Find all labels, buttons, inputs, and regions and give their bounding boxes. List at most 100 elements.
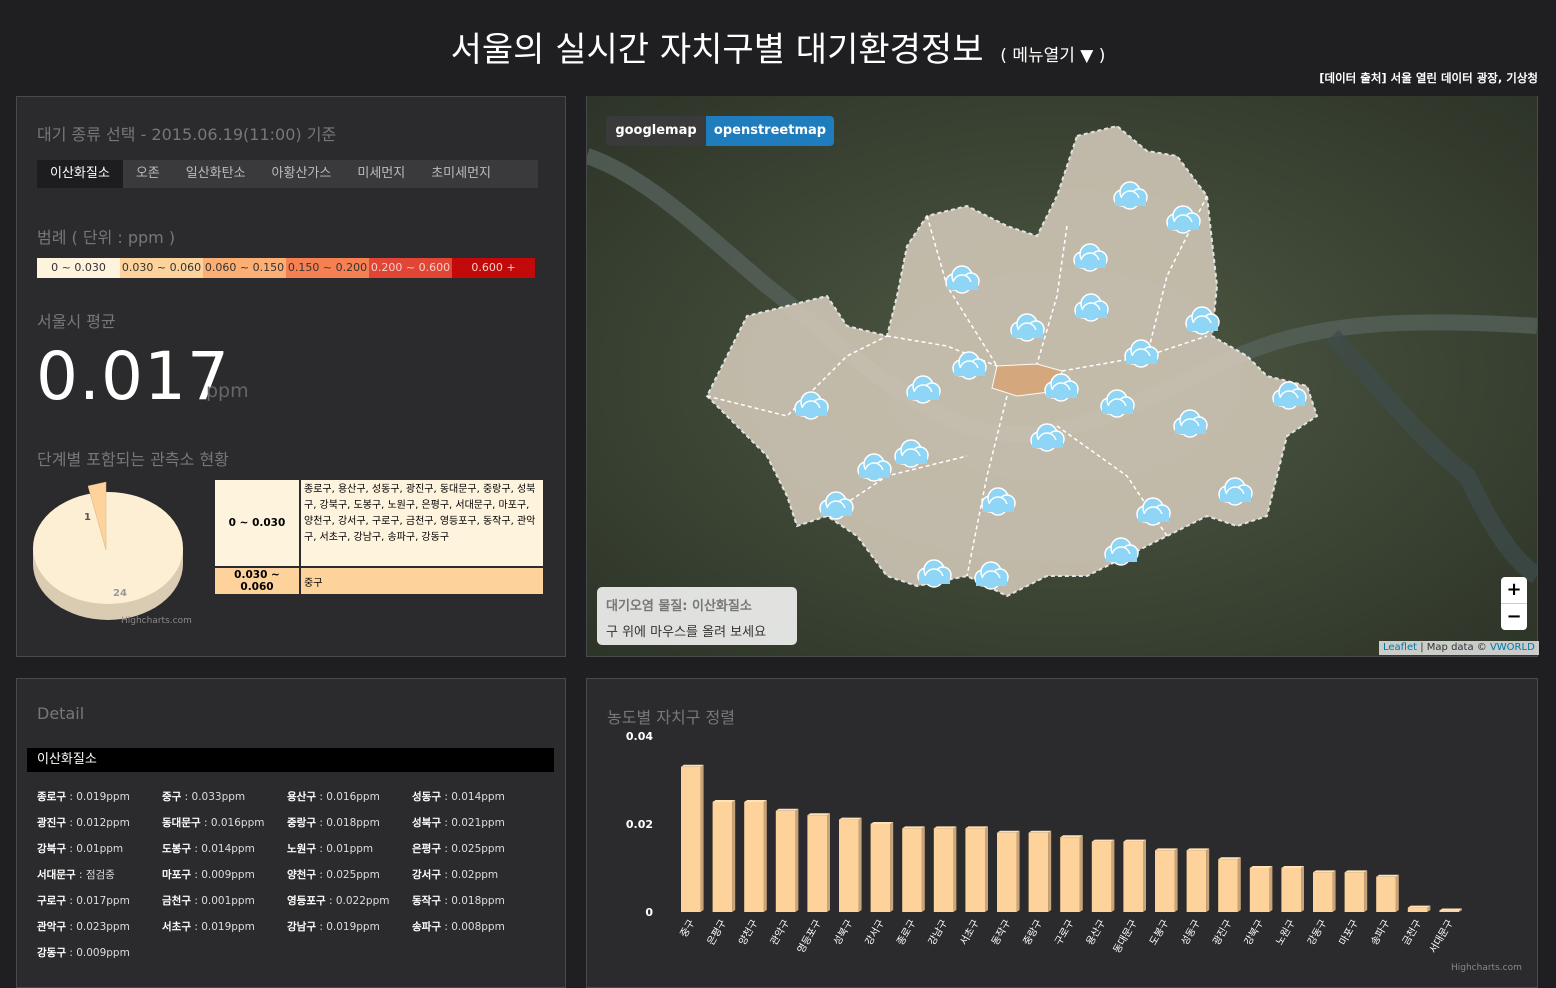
- bar[interactable]: [965, 826, 988, 912]
- bar[interactable]: [681, 764, 704, 912]
- x-tick-label: 동대문구: [1111, 918, 1140, 956]
- zoom-in-button[interactable]: +: [1501, 577, 1527, 604]
- district-name: 성북구: [412, 817, 441, 829]
- legend-title: 범례 ( 단위 : ppm ): [37, 228, 176, 247]
- bar[interactable]: [1218, 857, 1241, 912]
- table-row: 0.030 ~ 0.060 중구: [215, 568, 543, 594]
- cloud-icon: [1044, 373, 1079, 402]
- district-value: : 0.001ppm: [190, 895, 255, 907]
- x-tick-label: 광진구: [1210, 918, 1234, 948]
- map-canvas[interactable]: [587, 96, 1537, 656]
- district-value: : 점검중: [75, 869, 115, 881]
- detail-item: 도봉구 : 0.014ppm: [162, 841, 255, 856]
- district-name: 동대문구: [162, 817, 201, 829]
- highcharts-credit-2[interactable]: Highcharts.com: [1451, 963, 1522, 973]
- bar[interactable]: [1407, 905, 1431, 912]
- bar-chart: 0 0.02 0.04 중구 은평구 양천구 관악구 영등포구 성북구 강서구 종로구 강남구 서초구 동…: [626, 730, 1462, 956]
- menu-toggle-button[interactable]: ( 메뉴열기 ▼ ): [1000, 46, 1106, 66]
- detail-header: 이산화질소: [27, 748, 554, 772]
- bar[interactable]: [1091, 839, 1115, 912]
- detail-title: Detail: [37, 704, 85, 723]
- map[interactable]: [587, 96, 1537, 656]
- x-tick-label: 성북구: [831, 918, 855, 948]
- district-name: 강동구: [37, 947, 66, 959]
- bar[interactable]: [1439, 908, 1462, 913]
- districts-cell: 종로구, 용산구, 성동구, 광진구, 동대문구, 중랑구, 성북구, 강북구,…: [301, 480, 543, 566]
- x-tick-label: 성동구: [1179, 918, 1203, 948]
- cloud-icon: [1104, 537, 1139, 566]
- bar[interactable]: [1249, 866, 1273, 912]
- district-value: : 0.022ppm: [325, 895, 390, 907]
- bar[interactable]: [1060, 835, 1083, 912]
- detail-item: 강동구 : 0.009ppm: [37, 945, 130, 960]
- detail-item: 용산구 : 0.016ppm: [287, 789, 380, 804]
- tab-no2[interactable]: 이산화질소: [37, 160, 123, 188]
- detail-item: 구로구 : 0.017ppm: [37, 893, 130, 908]
- bar[interactable]: [807, 813, 830, 912]
- vworld-link[interactable]: VWORLD: [1489, 642, 1535, 653]
- range-cell: 0 ~ 0.030: [215, 480, 299, 566]
- detail-item: 중구 : 0.033ppm: [162, 789, 245, 804]
- x-tick-label: 은평구: [705, 918, 729, 948]
- data-source: [데이터 출처] 서울 열린 데이터 광장, 기상청: [1319, 71, 1538, 85]
- zoom-out-button[interactable]: −: [1501, 604, 1527, 630]
- bar[interactable]: [997, 830, 1020, 912]
- bar[interactable]: [1376, 874, 1399, 912]
- bar[interactable]: [775, 808, 799, 912]
- bar[interactable]: [1313, 870, 1336, 912]
- table-row: 0 ~ 0.030 종로구, 용산구, 성동구, 광진구, 동대문구, 중랑구,…: [215, 480, 543, 566]
- bar[interactable]: [1344, 870, 1368, 912]
- district-name: 용산구: [287, 791, 316, 803]
- detail-item: 양천구 : 0.025ppm: [287, 867, 380, 882]
- leaflet-link[interactable]: Leaflet: [1383, 642, 1418, 653]
- tab-pm10[interactable]: 미세먼지: [357, 166, 406, 181]
- bar[interactable]: [870, 822, 894, 912]
- cloud-icon: [1073, 243, 1108, 272]
- district-value: : 0.019ppm: [190, 921, 255, 933]
- openstreetmap-button[interactable]: openstreetmap: [706, 116, 834, 146]
- status-table: 0 ~ 0.030 종로구, 용산구, 성동구, 광진구, 동대문구, 중랑구,…: [213, 478, 545, 596]
- tab-ozone[interactable]: 오존: [135, 166, 160, 181]
- bar[interactable]: [1155, 848, 1178, 912]
- highcharts-credit[interactable]: Highcharts.com: [121, 616, 192, 626]
- bar[interactable]: [1028, 830, 1052, 912]
- cloud-icon: [917, 559, 952, 588]
- pie-slice-small[interactable]: [87, 481, 107, 551]
- x-tick-label: 강북구: [1242, 918, 1266, 948]
- cloud-icon: [906, 375, 941, 404]
- legend-item: 0.060 ~ 0.150: [203, 258, 286, 278]
- cloud-icon: [1030, 423, 1065, 452]
- y-tick-label: 0.04: [626, 730, 653, 743]
- tab-pm25[interactable]: 초미세먼지: [431, 166, 492, 181]
- district-value: : 0.019ppm: [65, 791, 130, 803]
- bar[interactable]: [1281, 866, 1304, 912]
- district-name: 관악구: [37, 921, 66, 933]
- cloud-icon: [794, 391, 829, 420]
- bar[interactable]: [1123, 839, 1146, 912]
- district-value: : 0.008ppm: [440, 921, 505, 933]
- district-value: : 0.014ppm: [190, 843, 255, 855]
- cloud-icon: [819, 491, 854, 520]
- googlemap-button[interactable]: googlemap: [606, 116, 706, 146]
- district-name: 강서구: [412, 869, 441, 881]
- cloud-icons: [794, 181, 1307, 590]
- bar[interactable]: [902, 826, 925, 912]
- detail-item: 강북구 : 0.01ppm: [37, 841, 123, 856]
- district-value: : 0.023ppm: [65, 921, 130, 933]
- x-tick-label: 구로구: [1053, 918, 1076, 947]
- bar[interactable]: [1186, 848, 1210, 912]
- pie-slice-main[interactable]: [33, 492, 183, 604]
- district-value: : 0.01ppm: [65, 843, 124, 855]
- x-tick-label: 도봉구: [1147, 918, 1171, 948]
- legend-item: 0.200 ~ 0.600: [369, 258, 452, 278]
- bar[interactable]: [839, 817, 862, 912]
- bar[interactable]: [933, 826, 957, 912]
- x-tick-label: 노원구: [1274, 918, 1298, 948]
- tab-co[interactable]: 일산화탄소: [185, 166, 246, 181]
- bar[interactable]: [712, 800, 736, 912]
- x-tick-label: 금천구: [1400, 918, 1424, 948]
- legend-item: 0.150 ~ 0.200: [286, 258, 369, 278]
- detail-item: 송파구 : 0.008ppm: [412, 919, 505, 934]
- tab-so2[interactable]: 아황산가스: [271, 166, 332, 181]
- bar[interactable]: [744, 800, 767, 912]
